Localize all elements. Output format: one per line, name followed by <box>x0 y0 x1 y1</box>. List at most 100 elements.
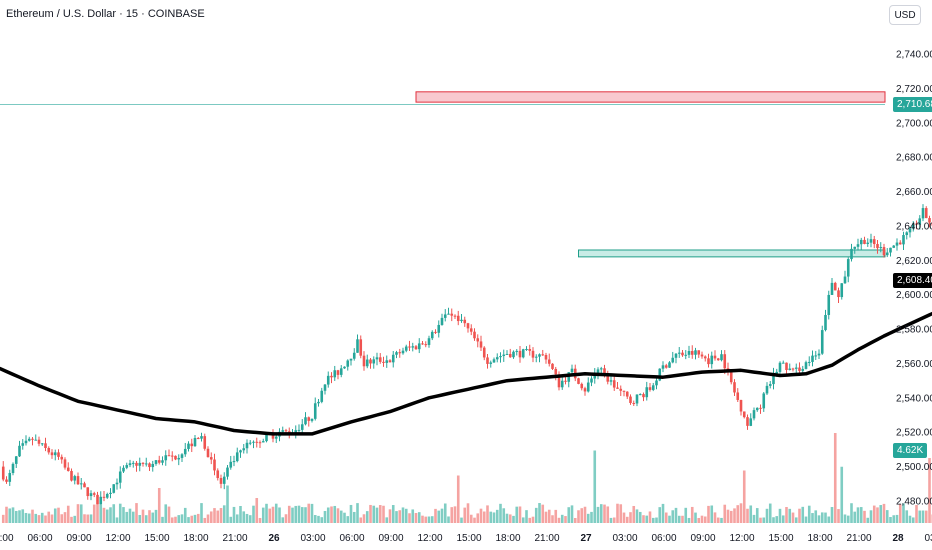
volume-bar <box>573 517 577 523</box>
candle-body <box>703 356 707 359</box>
price-tick-label: 2,540.00 <box>896 393 932 404</box>
candle-body <box>424 344 428 346</box>
time-tick-label: 21:00 <box>222 533 247 544</box>
volume-bar <box>684 507 688 523</box>
candle <box>921 204 925 222</box>
volume-bar <box>820 512 824 523</box>
candle-body <box>421 343 424 345</box>
candle-body <box>668 362 671 368</box>
candle <box>781 360 785 364</box>
volume-bar <box>794 517 798 523</box>
volume-bar <box>632 505 636 523</box>
volume-bar <box>694 512 697 523</box>
candle <box>872 235 876 249</box>
volume-bar <box>837 509 840 523</box>
volume-bars <box>1 433 932 523</box>
candle-body <box>710 355 714 365</box>
candle-body <box>580 383 584 389</box>
candle <box>850 243 853 262</box>
candle <box>580 382 584 391</box>
candle <box>138 457 142 472</box>
candle <box>915 220 918 230</box>
candle <box>109 488 112 499</box>
price-tick-label: 2,680.00 <box>896 153 932 164</box>
candle <box>187 441 190 452</box>
candle-body <box>531 350 535 358</box>
volume-bar <box>365 511 369 523</box>
candle <box>876 239 879 254</box>
price-tick-label: 2,660.00 <box>896 187 932 198</box>
volume-bar <box>469 514 473 523</box>
candle-body <box>404 346 408 351</box>
candle <box>437 320 441 338</box>
volume-bar <box>463 507 467 523</box>
volume-bar <box>414 512 418 523</box>
candle <box>47 446 51 455</box>
candle <box>469 324 473 336</box>
candle <box>837 287 840 303</box>
candle <box>700 351 704 359</box>
volume-bar <box>898 504 902 523</box>
volume-bar <box>167 506 171 523</box>
candle-body <box>50 452 54 456</box>
candle-body <box>765 385 769 394</box>
candle-body <box>882 247 886 256</box>
candle <box>466 322 470 333</box>
candle-body <box>317 401 320 404</box>
volume-bar <box>648 511 652 523</box>
volume-bar <box>785 507 788 523</box>
volume-bar <box>252 505 255 523</box>
volume-bar <box>505 513 509 523</box>
candle <box>297 424 301 434</box>
candle <box>125 462 129 470</box>
candle-body <box>788 368 792 371</box>
candle <box>300 419 304 435</box>
volume-bar <box>525 510 528 523</box>
volume-bar <box>551 515 554 523</box>
volume-bar <box>453 506 457 523</box>
candle <box>642 392 645 402</box>
candle <box>11 462 15 476</box>
currency-button[interactable]: USD <box>889 5 921 25</box>
candle <box>811 350 814 367</box>
candle-body <box>752 410 756 419</box>
candle-body <box>804 362 808 369</box>
volume-bar <box>70 516 73 523</box>
candle <box>216 468 220 481</box>
volume-bar <box>580 508 584 523</box>
volume-bar <box>125 511 129 523</box>
candle-body <box>271 433 275 439</box>
candle <box>31 437 34 446</box>
candle-body <box>622 390 626 392</box>
volume-bar <box>456 475 460 523</box>
candle-body <box>180 454 184 458</box>
candle <box>742 411 746 419</box>
candle-body <box>252 441 255 443</box>
volume-bar <box>174 516 177 523</box>
candle <box>37 436 41 447</box>
candle <box>53 449 57 461</box>
candle-body <box>720 354 723 361</box>
candle-body <box>60 456 64 460</box>
candle <box>791 367 795 372</box>
price-tick-label: 2,520.00 <box>896 428 932 439</box>
volume-bar <box>284 514 288 523</box>
candle-body <box>330 375 333 378</box>
candle <box>785 362 788 376</box>
candle <box>63 457 67 470</box>
volume-bar <box>827 516 831 523</box>
candle <box>648 383 652 392</box>
candle <box>505 350 509 355</box>
volume-bar <box>66 505 70 523</box>
candle <box>752 407 756 421</box>
candle <box>440 313 444 326</box>
volume-bar <box>567 507 571 523</box>
volume-bar <box>326 507 330 523</box>
candle <box>148 462 151 472</box>
volume-bar <box>122 507 125 523</box>
candle-body <box>248 442 252 444</box>
candle <box>814 350 818 360</box>
candle <box>362 351 366 371</box>
candle <box>716 357 720 361</box>
